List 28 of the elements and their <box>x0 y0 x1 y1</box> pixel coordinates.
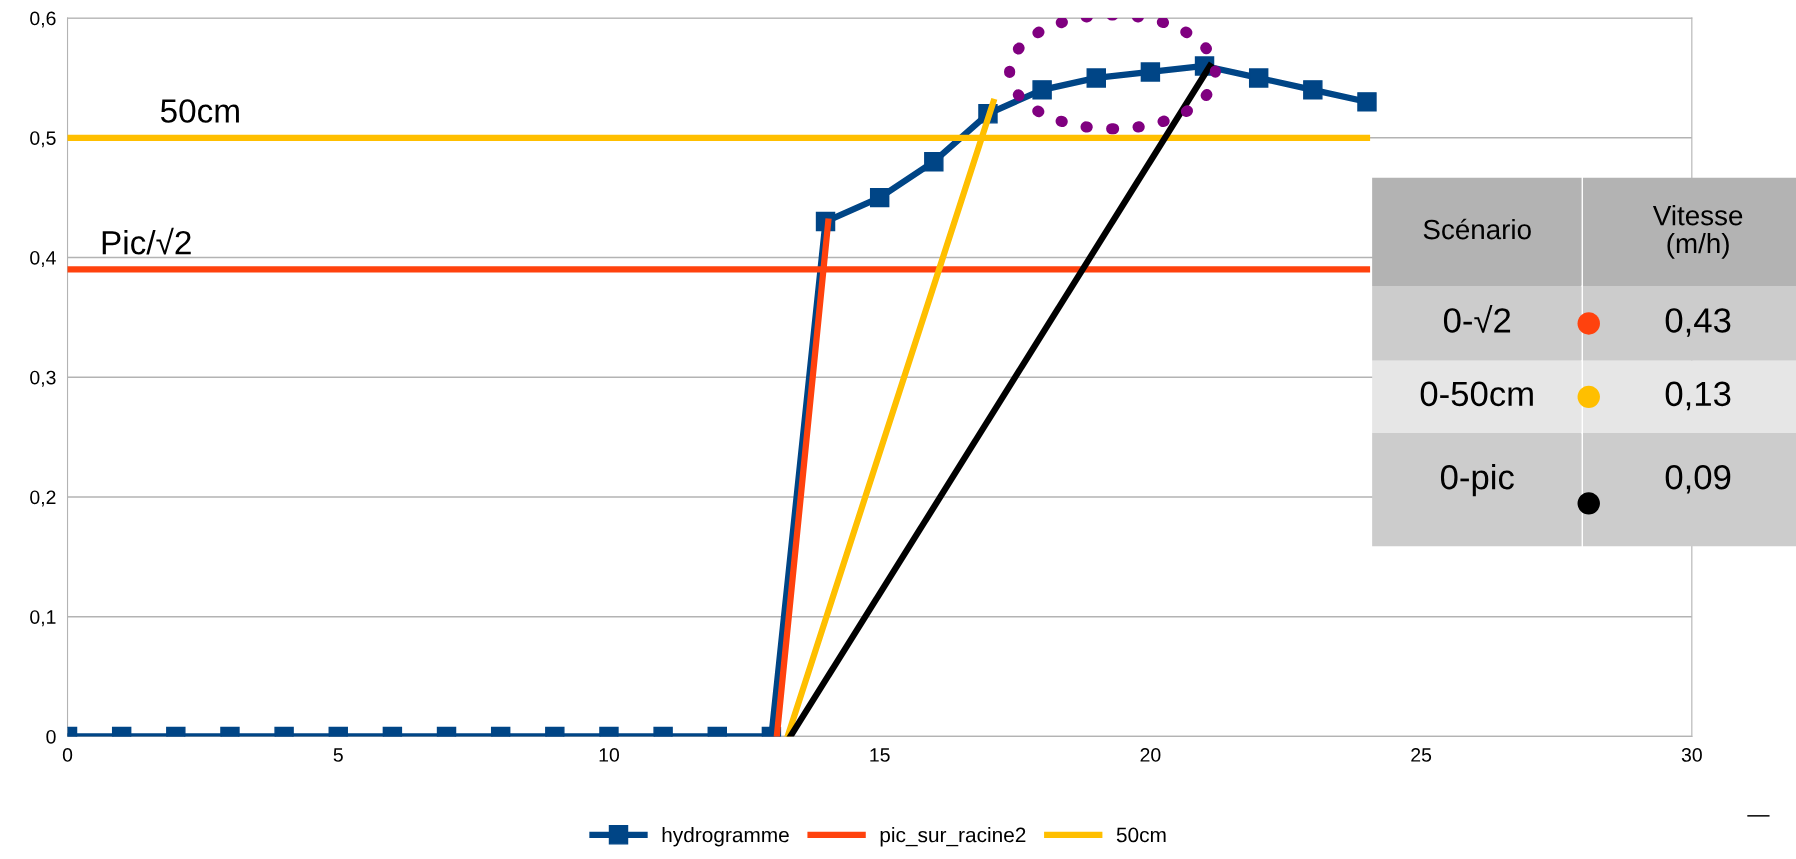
legend-label: hydrogramme <box>662 827 789 847</box>
annotation: 0,13 <box>1665 381 1731 411</box>
annotation: Pic/√2 <box>102 227 191 255</box>
x-tick-label: 15 <box>870 748 890 762</box>
annotation: Scénario <box>1423 218 1531 240</box>
y-tick-label: 0,3 <box>30 370 56 387</box>
x-axis-title: — <box>1747 815 1770 817</box>
x-tick-label: 25 <box>1411 748 1432 762</box>
annotation: 0-√2 <box>1443 304 1511 333</box>
y-tick-label: 0 <box>46 729 56 744</box>
annotation: Vitesse (m/h) <box>1652 205 1743 259</box>
x-tick-label: 30 <box>1681 748 1702 762</box>
y-tick-label: 0,2 <box>30 490 56 507</box>
legend-label: pic_sur_racine2 <box>880 827 1026 847</box>
annotation: 0,09 <box>1665 464 1731 494</box>
x-tick-label: 0 <box>62 748 73 762</box>
x-tick-label: 5 <box>333 748 343 762</box>
legend-label: 50cm <box>1116 827 1166 843</box>
y-tick-label: 0,6 <box>30 11 56 28</box>
annotation: 0,43 <box>1665 308 1731 337</box>
x-tick-label: 10 <box>599 748 620 762</box>
annotation: 50cm <box>160 99 239 123</box>
y-tick-label: 0,1 <box>30 610 56 627</box>
y-tick-label: 0,5 <box>30 131 56 148</box>
annotation: 0-pic <box>1440 464 1514 497</box>
x-tick-label: 20 <box>1140 748 1161 762</box>
annotation: 0-50cm <box>1420 381 1533 407</box>
y-tick-label: 0,4 <box>30 250 56 268</box>
